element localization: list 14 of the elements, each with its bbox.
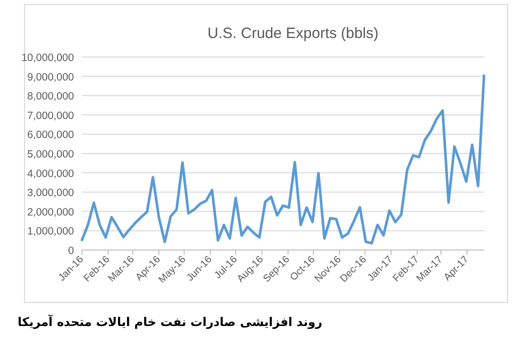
y-tick-label: 0: [68, 245, 74, 257]
y-tick-label: 10,000,000: [21, 52, 74, 64]
line-series: [80, 74, 486, 245]
y-tick-label: 4,000,000: [27, 168, 74, 180]
y-tick-label: 9,000,000: [27, 71, 74, 84]
y-tick-label: 7,000,000: [27, 110, 74, 122]
chart-title: U.S. Crude Exports (bbls): [208, 25, 378, 42]
y-tick-label: 8,000,000: [27, 90, 74, 103]
y-tick-label: 1,000,000: [27, 226, 74, 238]
y-tick-label: 6,000,000: [27, 129, 74, 142]
y-tick-label: 2,000,000: [27, 206, 74, 218]
text: روند افزایشی صادرات نفت خام ایالات متحده آمریکا: [18, 314, 322, 329]
y-tick-label: 3,000,000: [27, 187, 74, 200]
y-tick-label: 5,000,000: [27, 148, 74, 160]
